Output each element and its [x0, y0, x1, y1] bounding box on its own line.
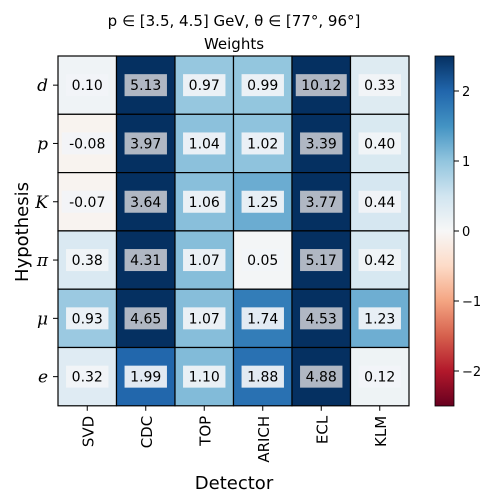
cell-value-label: -0.08	[69, 136, 105, 152]
y-tick-label: K	[34, 193, 49, 213]
cell-value-label: 0.10	[72, 78, 103, 94]
cell-value-label: 1.04	[189, 136, 220, 152]
cell-value-label: 1.07	[189, 253, 220, 269]
x-tick-label: ARICH	[255, 416, 273, 463]
cell-value-label: 3.39	[306, 136, 337, 152]
cell-value-label: 1.99	[130, 370, 161, 386]
x-tick-label: TOP	[196, 416, 214, 447]
x-tick-label: CDC	[138, 416, 156, 449]
cell-value-label: 1.74	[247, 311, 278, 327]
cell-value-label: 0.97	[189, 78, 220, 94]
cell-value-label: 0.93	[72, 311, 103, 327]
cell-value-label: 0.40	[364, 136, 395, 152]
y-tick-label: μ	[37, 309, 48, 329]
cell-value-label: 0.32	[72, 370, 103, 386]
cell-value-label: 1.02	[247, 136, 278, 152]
cell-value-label: 1.10	[189, 370, 220, 386]
x-tick-labels: SVD CDC TOP ARICH ECL KLM	[79, 406, 390, 463]
cell-value-label: 1.88	[247, 370, 278, 386]
colorbar-tick-label: −2	[462, 365, 481, 380]
cell-value-label: 0.99	[247, 78, 278, 94]
y-tick-label: d	[37, 76, 48, 96]
y-tick-labels: d p Kπ μ e	[34, 76, 58, 388]
chart-title-line2: Weights	[204, 35, 264, 53]
cell-value-label: 0.05	[247, 253, 278, 269]
y-tick-label: e	[38, 368, 48, 388]
cell-value-label: 1.07	[189, 311, 220, 327]
cell-value-label: 3.97	[130, 136, 161, 152]
cell-value-label: -0.07	[69, 195, 105, 211]
cell-value-label: 5.17	[306, 253, 337, 269]
colorbar-tick-label: 2	[462, 85, 470, 100]
colorbar-tick-label: 0	[462, 225, 470, 240]
x-tick-label: KLM	[372, 416, 390, 447]
cell-value-label: 5.13	[130, 78, 161, 94]
cell-value-label: 0.42	[364, 253, 395, 269]
cell-value-label: 1.06	[189, 195, 220, 211]
cell-value-label: 3.64	[130, 195, 161, 211]
cell-value-label: 0.12	[364, 370, 395, 386]
cell-value-label: 1.23	[364, 311, 395, 327]
chart-title-line1: p ∈ [3.5, 4.5] GeV, θ ∈ [77°, 96°]	[108, 12, 361, 30]
cell-value-label: 3.77	[306, 195, 337, 211]
y-tick-label: p	[37, 134, 48, 154]
colorbar-tick-label: −1	[462, 295, 481, 310]
cell-value-label: 4.53	[306, 311, 337, 327]
cell-value-label: 4.65	[130, 311, 161, 327]
y-tick-label: π	[36, 251, 49, 271]
colorbar	[435, 56, 454, 406]
colorbar-tick-label: 1	[462, 155, 470, 170]
x-axis-label: Detector	[195, 473, 274, 494]
colorbar-ticks: 2 1 0 −1 −2	[454, 85, 481, 380]
heatmap-cells: 0.10 5.13 0.97 0.99 10.12 0.33 -0.08 3.97 1.04 1.…	[58, 56, 409, 406]
cell-value-label: 0.38	[72, 253, 103, 269]
x-tick-label: ECL	[313, 415, 331, 444]
cell-value-label: 4.31	[130, 253, 161, 269]
cell-value-label: 10.12	[301, 78, 341, 94]
cell-value-label: 4.88	[306, 370, 337, 386]
cell-value-label: 0.33	[364, 78, 395, 94]
y-axis-label: Hypothesis	[12, 182, 33, 282]
cell-value-label: 0.44	[364, 195, 395, 211]
x-tick-label: SVD	[79, 416, 97, 447]
cell-value-label: 1.25	[247, 195, 278, 211]
